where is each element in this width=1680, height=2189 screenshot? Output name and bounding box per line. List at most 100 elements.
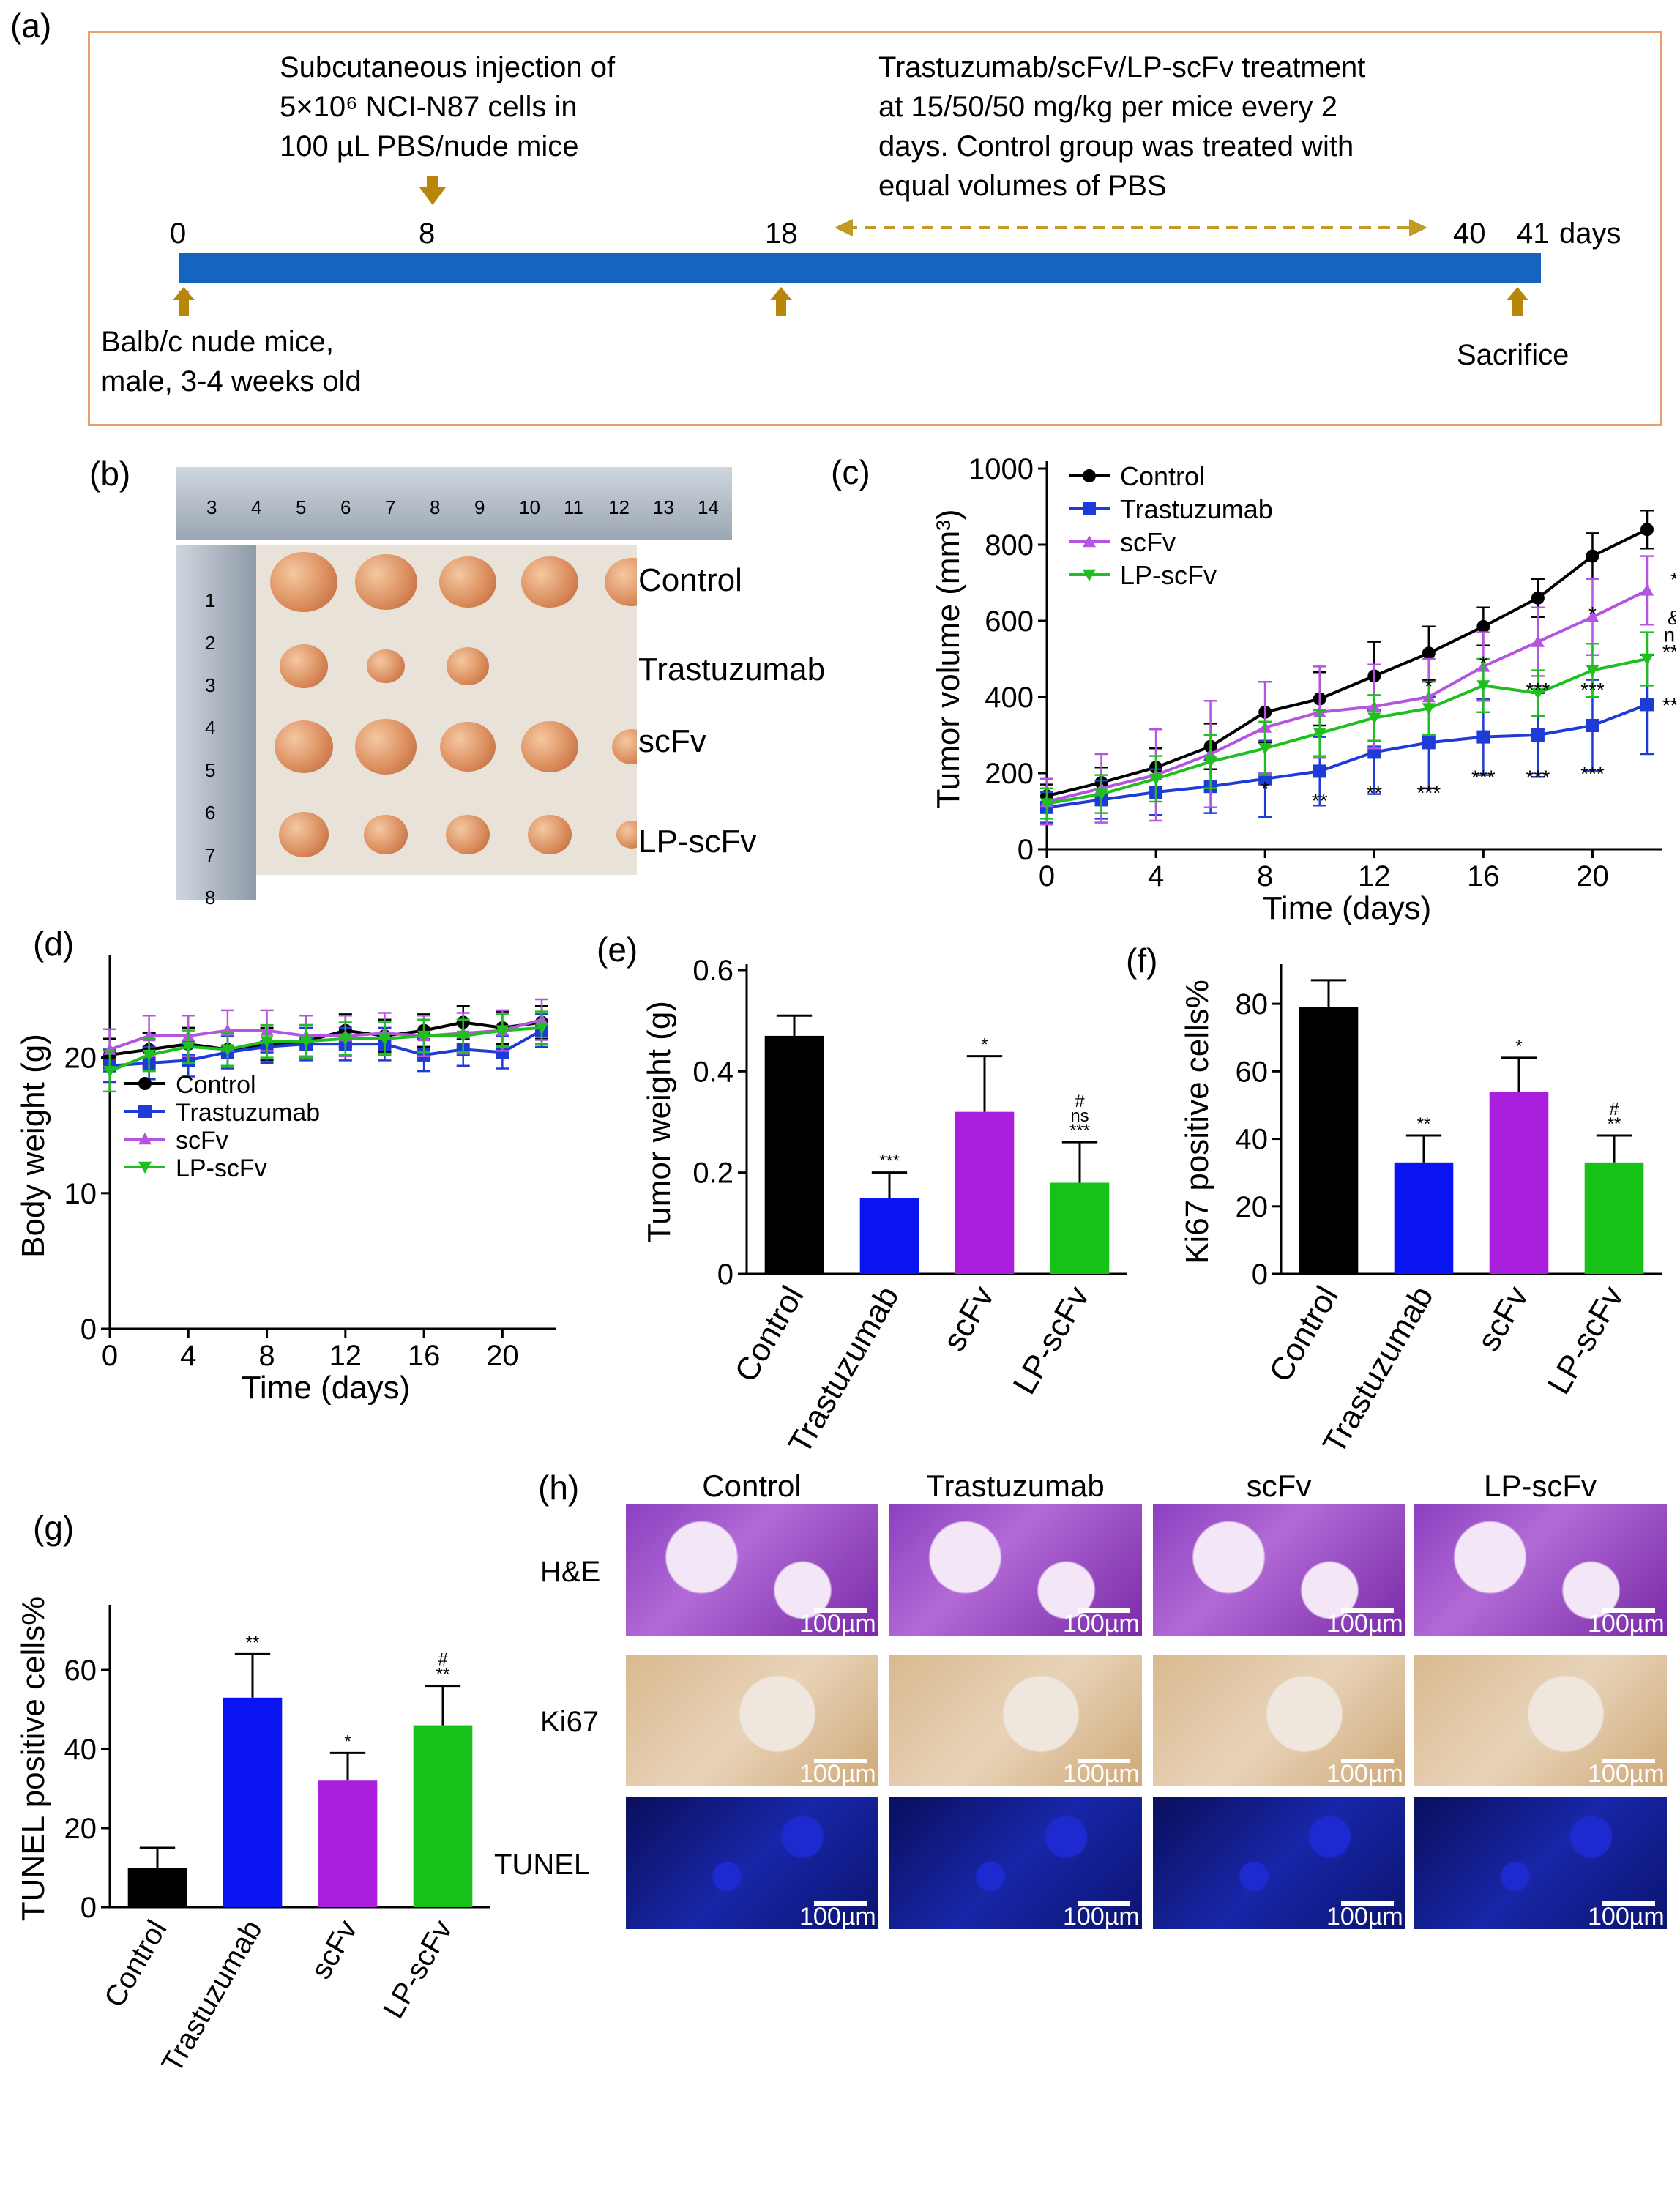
significance-mark: # [1609,1100,1619,1119]
panel-a-label: (a) [10,7,52,45]
tick-day-0: 0 [170,217,187,250]
data-point [338,1033,352,1045]
start-line-2: male, 3-4 weeks old [101,365,362,398]
scale-bar [1078,1901,1130,1906]
bar-trastuzumab: ** Trastuzumab [156,1633,283,2078]
timeline-frame [88,31,1662,426]
scale-label: 100µm [1063,1760,1140,1786]
significance-mark: * [1515,1037,1522,1056]
scale-label: 100µm [1588,1903,1665,1929]
histology-row-label: TUNEL [494,1849,591,1881]
x-tick-label: 0 [102,1340,118,1372]
category-label: scFv [1471,1280,1536,1357]
data-point [1422,736,1436,750]
y-tick-label: 20 [64,1043,97,1075]
category-label: LP-scFv [1541,1280,1631,1401]
ruler-number: 5 [296,496,307,518]
bar-lp-scfv: #ns*** LP-scFv [1007,1092,1110,1401]
category-label: scFv [305,1915,363,1985]
tumor-sample [270,551,337,613]
legend-label: scFv [1120,527,1176,557]
ruler-v-number: 7 [205,844,216,866]
tumor-sample [355,719,417,775]
data-point [220,1044,234,1056]
data-point [103,1043,116,1055]
histology-column-label: scFv [1246,1469,1312,1503]
ruler-number: 12 [608,496,630,518]
significance-mark: # [1075,1092,1085,1111]
bar [1584,1162,1644,1274]
tumor-sample [616,821,637,849]
injection-arrow-icon [419,176,446,205]
scale-bar [814,1608,867,1613]
histology-image: 100µm [1153,1797,1405,1929]
ruler-number: 11 [564,496,583,518]
ruler-number: 14 [698,496,719,518]
histology-image: 100µm [626,1655,878,1786]
legend-label: Control [1120,461,1205,491]
legend-label: Trastuzumab [1120,494,1273,524]
y-tick-label: 1000 [968,453,1034,485]
ruler-v-number: 5 [205,759,216,781]
bar-lp-scfv: #** LP-scFv [1541,1100,1644,1401]
x-axis-label: Time (days) [1263,890,1432,926]
significance-mark: ** [1312,789,1328,812]
data-point [1149,773,1163,786]
tick-day-18: 18 [765,217,798,250]
treatment-line-1: Trastuzumab/scFv/LP-scFv treatment [878,51,1366,83]
data-point [456,1030,470,1043]
histology-column-label: Trastuzumab [926,1469,1105,1503]
x-tick-label: 8 [1257,860,1273,892]
x-tick-label: 8 [258,1340,275,1372]
tumor-sample [521,720,578,773]
bar [127,1868,187,1907]
x-tick-label: 0 [1039,860,1055,892]
tunel-chart: 0 20 40 60 TUNEL positive cells% Control ** Tra… [15,1597,490,2078]
significance-mark: *** [1580,679,1605,701]
y-tick-label: 20 [64,1813,97,1845]
category-label: Control [1262,1280,1345,1388]
significance-mark: ** [246,1633,260,1652]
significance-mark: ns [1070,1106,1089,1126]
series-trastuzumab [1040,654,1654,824]
histology-image: 100µm [1414,1655,1667,1786]
significance-mark: * [1261,777,1269,800]
y-tick-label: 400 [985,682,1034,714]
category-label: Control [728,1280,810,1388]
scale-bar [1602,1608,1655,1613]
y-tick-label: 800 [985,529,1034,562]
legend-label: Control [176,1071,256,1099]
data-point [1476,680,1490,693]
data-point [1422,703,1436,715]
tick-day-40: 40 [1453,217,1486,250]
tumor-photo [256,545,637,875]
significance-mark: ** [436,1665,450,1685]
series-line [1046,703,1648,809]
ruler-v-number: 3 [205,674,216,696]
y-tick-label: 0 [81,1313,97,1346]
start-line-1: Balb/c nude mice, [101,326,334,358]
significance-mark: *** [1416,781,1441,804]
scale-bar [1341,1608,1394,1613]
significance-mark: * [344,1731,351,1751]
ruler-number: 4 [251,496,262,518]
data-point [1586,549,1599,563]
data-point [496,1045,509,1059]
data-point [138,1161,152,1174]
bar [1394,1162,1454,1274]
data-point [1040,798,1053,810]
significance-mark: * [1670,568,1676,591]
bar-control: Control [1262,979,1359,1388]
bar-scfv: * scFv [936,1035,1015,1357]
data-point [1083,469,1096,482]
injection-description: Subcutaneous injection of 5×10⁶ NCI-N87 … [280,48,615,166]
y-tick-label: 0.4 [692,1056,733,1088]
ruler-v-number: 6 [205,802,216,824]
bar [859,1198,919,1274]
bar [318,1780,378,1907]
bar-scfv: * scFv [1471,1037,1549,1357]
x-tick-label: 4 [180,1340,196,1372]
data-point [1531,591,1545,605]
series-lp-scfv [1040,631,1654,820]
